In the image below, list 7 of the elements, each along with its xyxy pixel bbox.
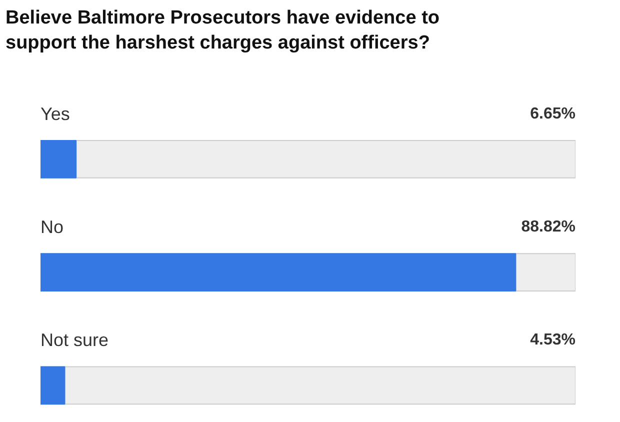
data-label: 4.53% (530, 332, 576, 349)
y-tick-label: No (40, 217, 64, 238)
data-label: 88.82% (521, 218, 576, 236)
chart-title: Believe Baltimore Prosecutors have evidence to support the harshest charges against officers? (6, 7, 440, 54)
data-label: 6.65% (530, 105, 576, 122)
y-tick-label: Not sure (40, 330, 109, 350)
y-tick-label: Yes (40, 104, 70, 124)
